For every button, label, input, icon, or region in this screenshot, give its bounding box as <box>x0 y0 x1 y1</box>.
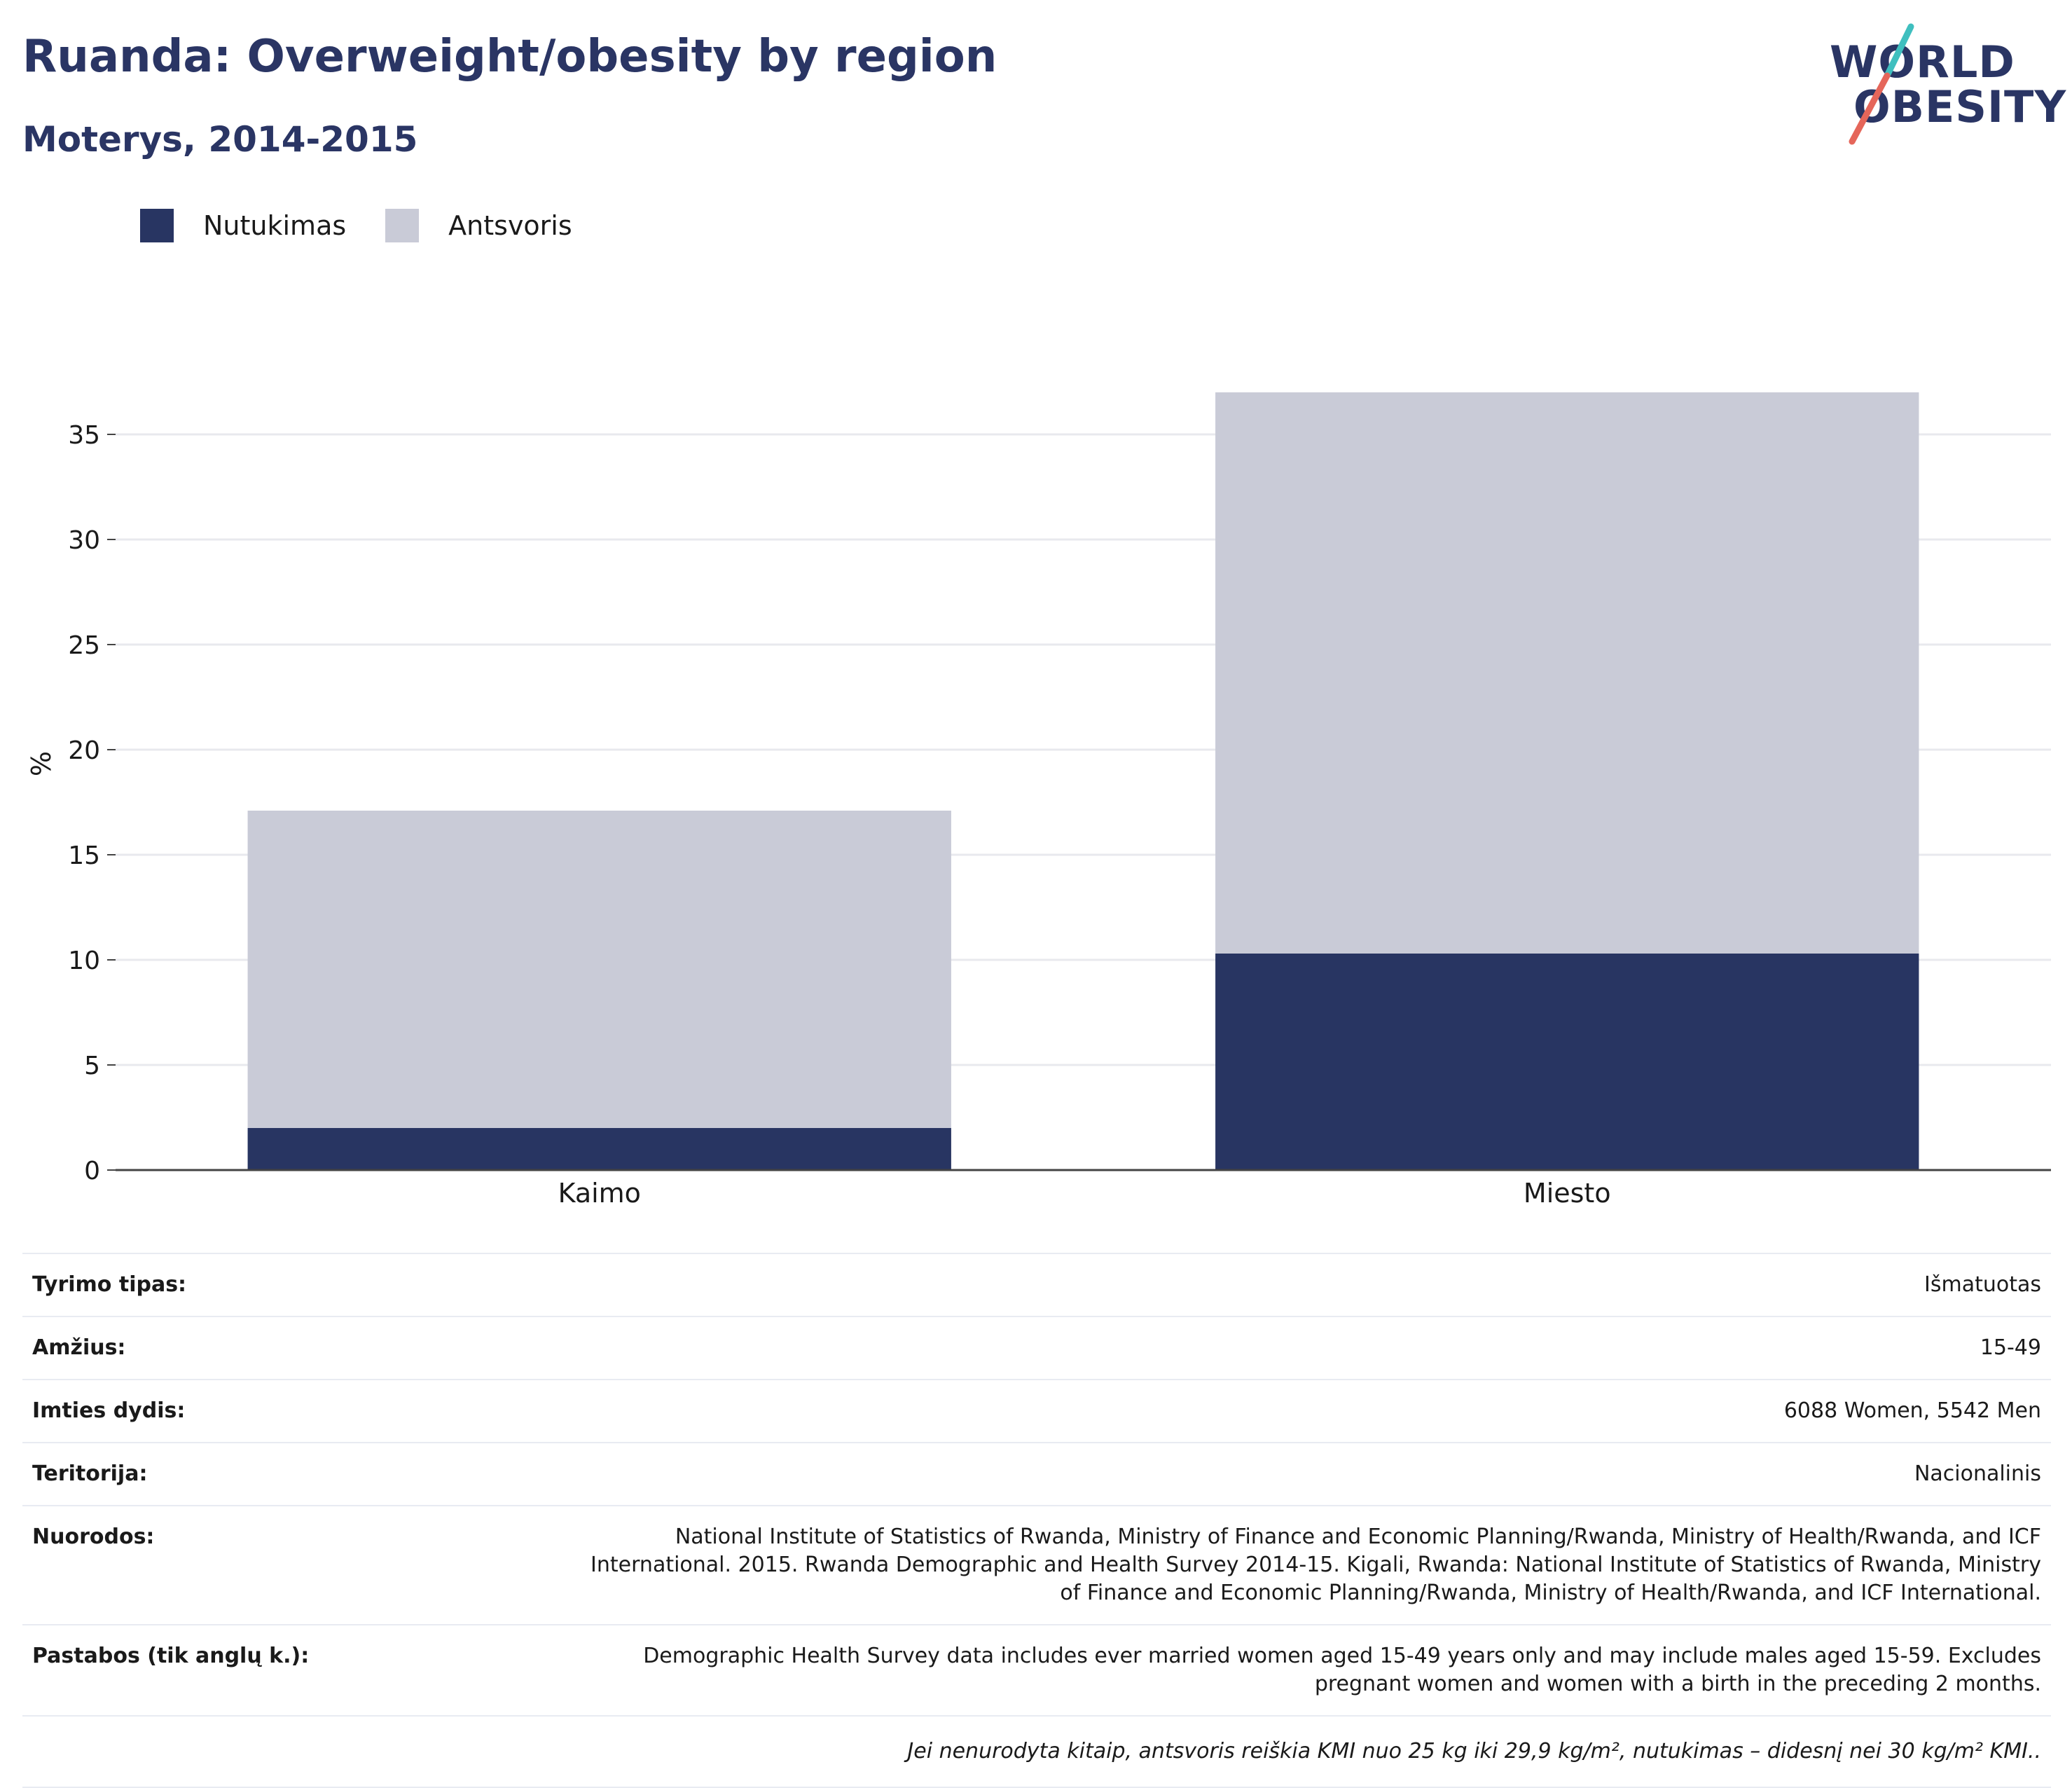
logo-text-obesity: OBESITY <box>1853 81 2067 132</box>
row-value-sample-size: 6088 Women, 5542 Men <box>1783 1398 2041 1423</box>
bar-overweight-kaimo[interactable] <box>247 811 951 1128</box>
y-tick-label: 30 <box>68 526 100 555</box>
row-label-sample-size: Imties dydis: <box>32 1398 186 1423</box>
bar-obesity-miesto[interactable] <box>1215 954 1919 1170</box>
legend-label-overweight: Antsvoris <box>448 210 572 241</box>
bars <box>247 392 1919 1170</box>
row-value-age: 15-49 <box>1980 1335 2041 1360</box>
y-tick-label: 20 <box>68 736 100 765</box>
bar-overweight-miesto[interactable] <box>1215 392 1919 954</box>
row-label-age: Amžius: <box>32 1335 126 1360</box>
y-tick-label: 10 <box>68 947 100 975</box>
logo-text-world: WORLD <box>1830 36 2015 88</box>
legend-label-obesity: Nutukimas <box>203 210 347 241</box>
legend-item-overweight[interactable]: Antsvoris <box>385 209 572 242</box>
y-axis-label: % <box>26 751 57 776</box>
definition-footnote-row: Jei nenurodyta kitaip, antsvoris reiškia… <box>22 1717 2051 1788</box>
chart-subtitle: Moterys, 2014-2015 <box>22 119 418 160</box>
chart-title: Ruanda: Overweight/obesity by region <box>22 31 997 83</box>
y-tick-label: 25 <box>68 631 100 660</box>
row-label-territory: Teritorija: <box>32 1462 148 1486</box>
chart-legend: Nutukimas Antsvoris <box>140 209 612 242</box>
row-value-territory: Nacionalinis <box>1914 1462 2041 1486</box>
bar-obesity-kaimo[interactable] <box>247 1128 951 1170</box>
table-row: Nuorodos: National Institute of Statisti… <box>22 1506 2051 1625</box>
row-label-survey-type: Tyrimo tipas: <box>32 1272 187 1297</box>
logo-slash-icon <box>1849 23 1914 145</box>
table-row: Imties dydis: 6088 Women, 5542 Men <box>22 1380 2051 1443</box>
y-tick-label: 15 <box>68 841 100 870</box>
y-tick-label: 35 <box>68 421 100 450</box>
survey-info-table: Tyrimo tipas: Išmatuotas Amžius: 15-49 I… <box>22 1253 2051 1788</box>
x-tick-label: Miesto <box>1524 1178 1611 1209</box>
table-row: Teritorija: Nacionalinis <box>22 1443 2051 1506</box>
row-value-references: National Institute of Statistics of Rwan… <box>590 1525 2041 1605</box>
world-obesity-logo: WORLD OBESITY <box>1828 21 2066 147</box>
row-value-survey-type: Išmatuotas <box>1924 1272 2041 1297</box>
y-tick-label: 0 <box>84 1157 100 1185</box>
definition-footnote: Jei nenurodyta kitaip, antsvoris reiškia… <box>907 1739 2041 1763</box>
legend-swatch-obesity <box>140 209 174 242</box>
legend-item-obesity[interactable]: Nutukimas <box>140 209 346 242</box>
stacked-bar-chart: 0 5 10 15 20 25 30 35 Kaimo Miesto % <box>26 392 2051 1209</box>
y-tick-label: 5 <box>84 1052 100 1080</box>
y-axis-ticks: 0 5 10 15 20 25 30 35 <box>68 421 116 1185</box>
row-label-references: Nuorodos: <box>32 1525 155 1549</box>
table-row: Tyrimo tipas: Išmatuotas <box>22 1254 2051 1317</box>
legend-swatch-overweight <box>385 209 420 242</box>
table-row: Pastabos (tik anglų k.): Demographic Hea… <box>22 1625 2051 1717</box>
table-row: Amžius: 15-49 <box>22 1317 2051 1380</box>
row-value-notes: Demographic Health Survey data includes … <box>643 1644 2041 1696</box>
x-axis-ticks: Kaimo Miesto <box>558 1178 1611 1209</box>
x-tick-label: Kaimo <box>558 1178 641 1209</box>
row-label-notes: Pastabos (tik anglų k.): <box>32 1644 310 1668</box>
